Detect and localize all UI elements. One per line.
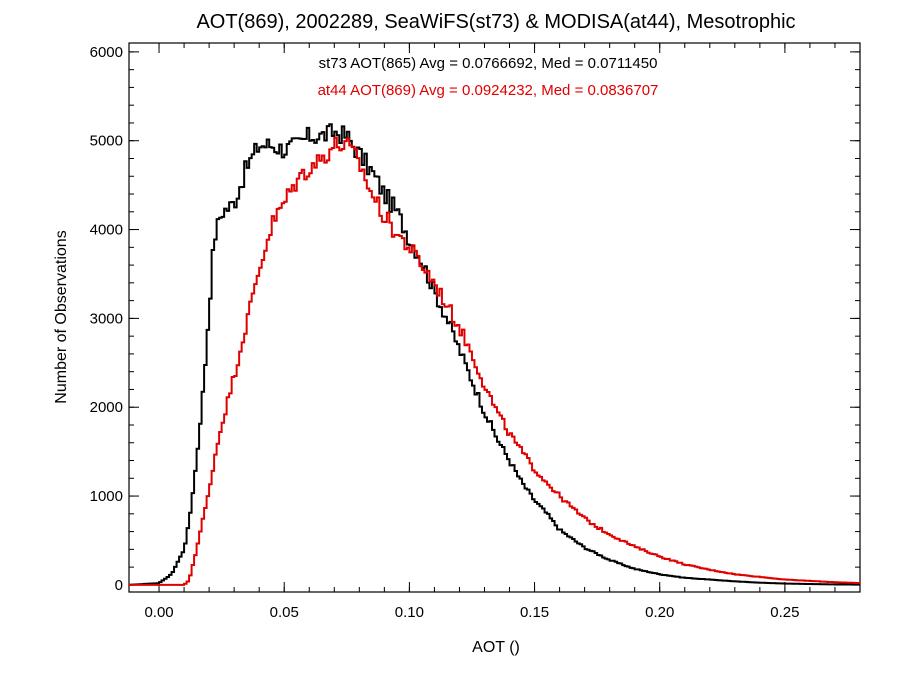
x-tick-label: 0.10 [395,604,424,621]
chart-title: AOT(869), 2002289, SeaWiFS(st73) & MODIS… [196,11,795,33]
x-tick-label: 0.25 [770,604,799,621]
y-tick-label: 6000 [90,44,123,61]
y-tick-label: 5000 [90,133,123,150]
annotation-at44: at44 AOT(869) Avg = 0.0924232, Med = 0.0… [318,82,659,99]
x-tick-label: 0.20 [645,604,674,621]
series-at44-histogram [129,136,860,586]
plot-frame [128,42,861,593]
y-axis-label: Number of Observations [53,230,70,403]
x-tick-label: 0.05 [270,604,299,621]
plot-area: 0.00 0.05 0.10 0.15 0.20 0.25 0 1000 2000 3000 400… [90,42,861,621]
y-tick-label: 4000 [90,222,123,239]
x-tick-label: 0.00 [144,604,173,621]
y-tick-label: 0 [115,577,123,594]
y-tick-label: 1000 [90,488,123,505]
annotation-st73: st73 AOT(865) Avg = 0.0766692, Med = 0.0… [319,55,658,72]
x-tick-label: 0.15 [520,604,549,621]
series-st73-histogram [129,123,860,586]
y-tick-label: 3000 [90,310,123,327]
y-tick-label: 2000 [90,399,123,416]
x-axis-label: AOT () [472,639,520,656]
